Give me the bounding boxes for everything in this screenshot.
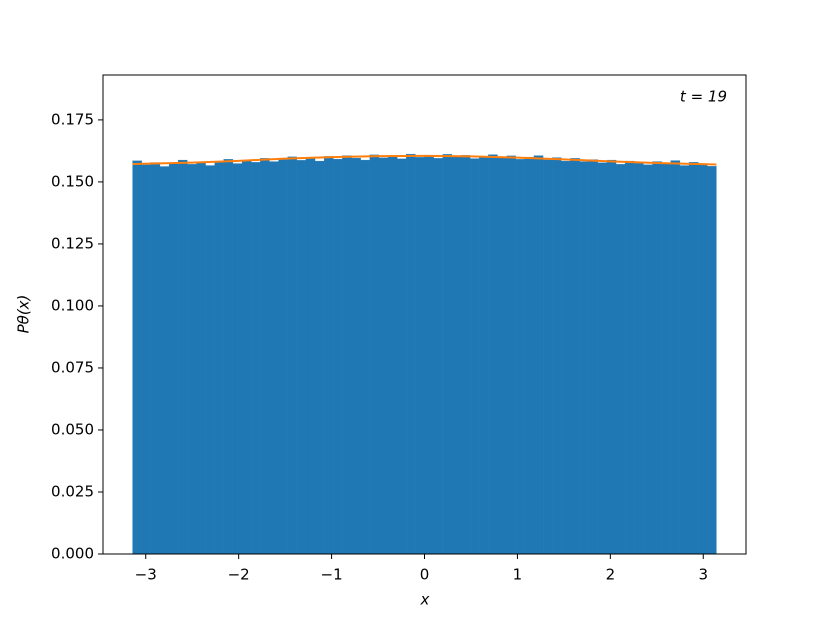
- bar: [679, 165, 690, 555]
- y-tick-label: 0.025: [51, 482, 94, 500]
- bar: [552, 157, 562, 555]
- density-line: [132, 154, 717, 166]
- x-tick-label: 0: [420, 566, 430, 584]
- bar: [497, 157, 507, 555]
- x-tick-label: 2: [606, 566, 616, 584]
- bar: [360, 159, 370, 555]
- bar: [652, 161, 662, 555]
- bar: [205, 165, 215, 555]
- x-tick-label: 3: [698, 566, 708, 584]
- bar: [387, 155, 398, 555]
- bar: [707, 166, 717, 555]
- bar: [479, 156, 489, 555]
- bar: [369, 154, 380, 555]
- bar: [305, 157, 316, 555]
- bar: [251, 162, 261, 555]
- bar: [396, 158, 407, 555]
- x-tick-label: −1: [321, 566, 343, 584]
- bar: [634, 163, 644, 555]
- bar: [269, 161, 279, 555]
- x-tick-label: −2: [228, 566, 250, 584]
- annotation: t = 19: [680, 88, 727, 106]
- bar: [232, 163, 243, 555]
- bar: [606, 159, 617, 555]
- bar: [168, 163, 179, 555]
- bar: [643, 164, 653, 555]
- bar: [378, 157, 389, 555]
- bar: [433, 158, 443, 555]
- bar: [588, 159, 598, 555]
- bar: [214, 161, 224, 555]
- bar: [506, 155, 516, 555]
- y-tick-label: 0.000: [51, 545, 94, 563]
- bar: [223, 159, 234, 555]
- bar: [469, 158, 480, 555]
- bar: [533, 155, 544, 555]
- bar: [597, 162, 608, 555]
- y-axis-label: Pθ(x): [15, 295, 33, 334]
- bar: [406, 153, 416, 555]
- y-tick-label: 0.075: [51, 358, 94, 376]
- bar: [278, 159, 288, 555]
- bar: [351, 157, 361, 555]
- bar: [625, 160, 635, 555]
- y-tick-label: 0.050: [51, 420, 94, 438]
- x-axis-label: x: [420, 591, 430, 609]
- bar: [670, 160, 681, 555]
- bar: [698, 163, 708, 555]
- bar: [187, 164, 197, 555]
- plot-area: [132, 153, 717, 555]
- x-tick-label: −3: [135, 566, 157, 584]
- bar: [661, 163, 671, 555]
- bar: [324, 156, 334, 555]
- bar: [159, 166, 170, 555]
- bar: [333, 158, 343, 555]
- y-tick-label: 0.150: [51, 172, 94, 190]
- y-tick-label: 0.125: [51, 234, 94, 252]
- bar: [141, 164, 151, 555]
- bar: [415, 157, 425, 555]
- bar: [570, 158, 580, 555]
- bar: [132, 160, 142, 555]
- y-tick-label: 0.100: [51, 296, 94, 314]
- bar: [296, 160, 307, 555]
- bar: [442, 154, 453, 555]
- bar: [515, 159, 525, 555]
- bar: [342, 155, 352, 555]
- bar: [424, 154, 434, 555]
- bar: [488, 154, 498, 555]
- bar: [579, 161, 589, 555]
- bar: [196, 161, 206, 555]
- bar: [460, 155, 471, 555]
- bar: [688, 162, 699, 555]
- bar: [542, 159, 553, 555]
- bar: [561, 160, 571, 555]
- x-tick-label: 1: [513, 566, 523, 584]
- bar: [178, 159, 188, 555]
- bar: [260, 158, 270, 555]
- bar: [524, 156, 535, 555]
- bar: [287, 156, 297, 555]
- bar: [615, 164, 626, 555]
- bar: [314, 160, 325, 555]
- bar: [451, 156, 462, 555]
- bar: [241, 160, 252, 555]
- y-tick-label: 0.175: [51, 110, 94, 128]
- bar: [150, 162, 161, 555]
